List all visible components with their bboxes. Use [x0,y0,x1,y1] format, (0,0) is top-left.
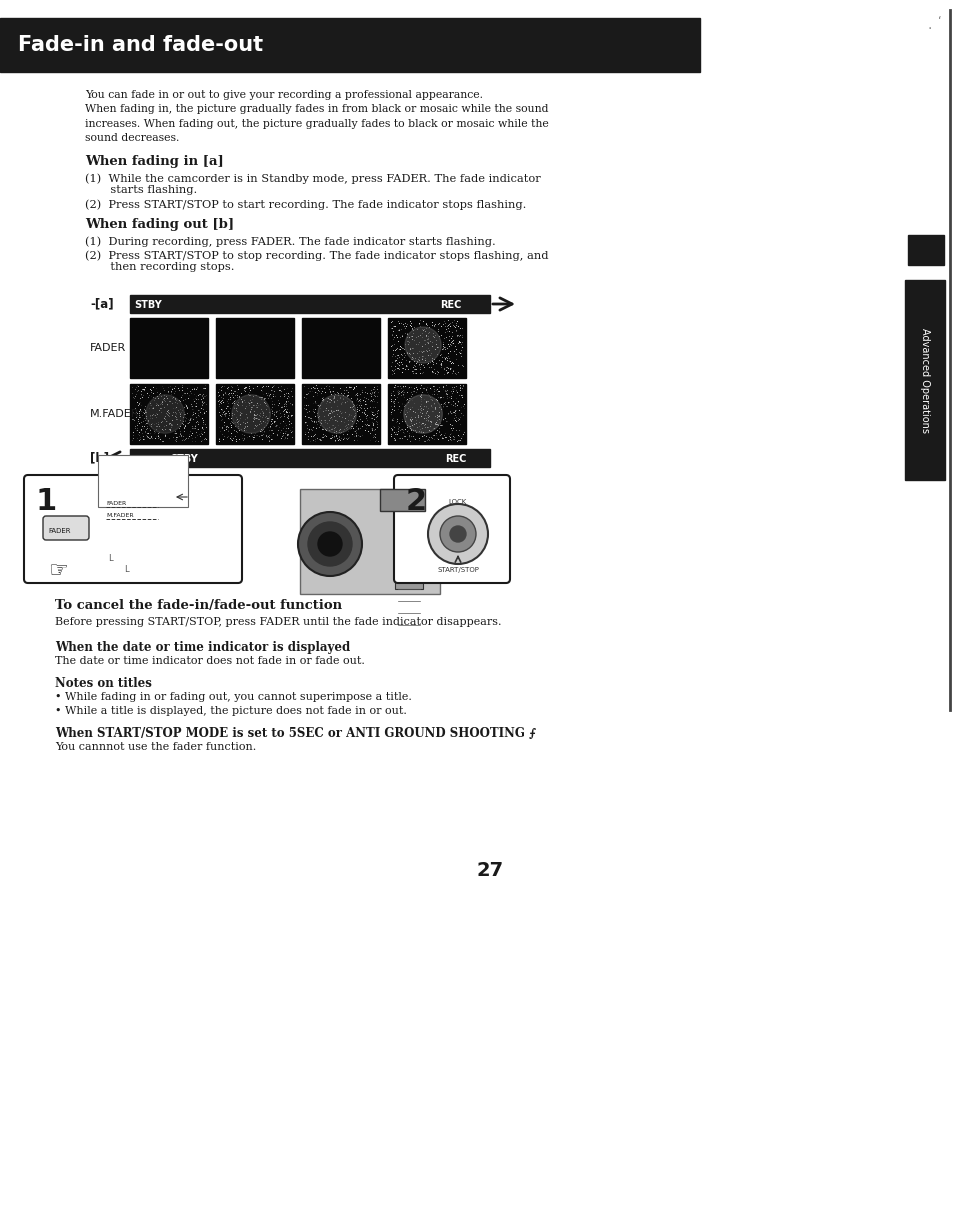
Circle shape [405,327,440,363]
Bar [130,295,490,313]
Bar [0,18,700,73]
Text: START/STOP: START/STOP [436,567,478,573]
Circle shape [317,532,341,556]
Bar [215,318,294,379]
Text: (1)  During recording, press FADER. The fade indicator starts flashing.: (1) During recording, press FADER. The f… [85,236,496,247]
Circle shape [403,395,442,433]
Text: FADER: FADER [106,501,126,506]
Bar [130,449,490,467]
Text: The date or time indicator does not fade in or fade out.: The date or time indicator does not fade… [55,656,364,666]
Circle shape [450,526,465,542]
Text: When fading in [a]: When fading in [a] [85,155,224,168]
Text: 2: 2 [406,487,427,516]
Text: (2)  Press START/STOP to start recording. The fade indicator stops flashing.: (2) Press START/STOP to start recording.… [85,199,526,210]
Text: • While a title is displayed, the picture does not fade in or out.: • While a title is displayed, the pictur… [55,705,406,717]
Bar [904,280,944,481]
Text: -[a]: -[a] [90,297,113,311]
Bar [395,533,422,589]
Text: FADER: FADER [90,343,126,353]
Bar [98,455,188,508]
Text: L: L [124,565,129,574]
Text: 27: 27 [476,860,503,880]
Text: starts flashing.: starts flashing. [85,186,197,195]
Bar [907,235,943,265]
Text: Advanced Operations: Advanced Operations [919,327,929,433]
FancyBboxPatch shape [43,516,89,540]
Text: 1: 1 [36,487,57,516]
Text: STBY: STBY [170,454,197,465]
Text: M.FADER: M.FADER [106,512,133,517]
Text: Notes on titles: Notes on titles [55,677,152,689]
Text: To cancel the fade-in/fade-out function: To cancel the fade-in/fade-out function [55,599,342,612]
Text: .: . [927,18,931,32]
Bar [388,383,465,444]
Text: [b]: [b] [90,451,109,465]
Text: Before pressing START/STOP, press FADER until the fade indicator disappears.: Before pressing START/STOP, press FADER … [55,617,501,627]
Circle shape [428,504,488,564]
Text: • While fading in or fading out, you cannot superimpose a title.: • While fading in or fading out, you can… [55,692,412,702]
Bar [379,489,424,511]
Bar [302,318,379,379]
Bar [130,318,208,379]
Text: When fading out [b]: When fading out [b] [85,218,233,231]
Circle shape [297,512,361,576]
Text: REC: REC [444,454,466,465]
Bar [215,383,294,444]
FancyBboxPatch shape [394,474,510,583]
Bar [388,318,465,379]
Text: REC: REC [439,300,461,310]
FancyBboxPatch shape [24,474,242,583]
Text: M.FADER: M.FADER [90,409,139,419]
Text: L: L [108,554,112,563]
Bar [299,489,439,594]
Text: ‘: ‘ [937,15,941,25]
Text: (1)  While the camcorder is in Standby mode, press FADER. The fade indicator: (1) While the camcorder is in Standby mo… [85,173,540,183]
Circle shape [232,395,270,433]
Text: Fade-in and fade-out: Fade-in and fade-out [18,34,263,55]
Text: You cannnot use the fader function.: You cannnot use the fader function. [55,742,256,752]
Text: ☞: ☞ [48,560,68,581]
Text: When the date or time indicator is displayed: When the date or time indicator is displ… [55,642,350,654]
Text: (2)  Press START/STOP to stop recording. The fade indicator stops flashing, and: (2) Press START/STOP to stop recording. … [85,249,548,261]
Text: You can fade in or out to give your recording a professional appearance.
When fa: You can fade in or out to give your reco… [85,90,548,144]
Circle shape [146,395,184,433]
Text: FADER: FADER [49,528,71,533]
Text: STBY: STBY [133,300,162,310]
Text: then recording stops.: then recording stops. [85,262,234,272]
Bar [302,383,379,444]
Bar [130,383,208,444]
Circle shape [439,516,476,552]
Circle shape [317,395,355,433]
Circle shape [308,522,352,567]
Text: When START/STOP MODE is set to 5SEC or ANTI GROUND SHOOTING ⨍: When START/STOP MODE is set to 5SEC or A… [55,728,536,740]
Text: LOCK: LOCK [449,499,467,505]
